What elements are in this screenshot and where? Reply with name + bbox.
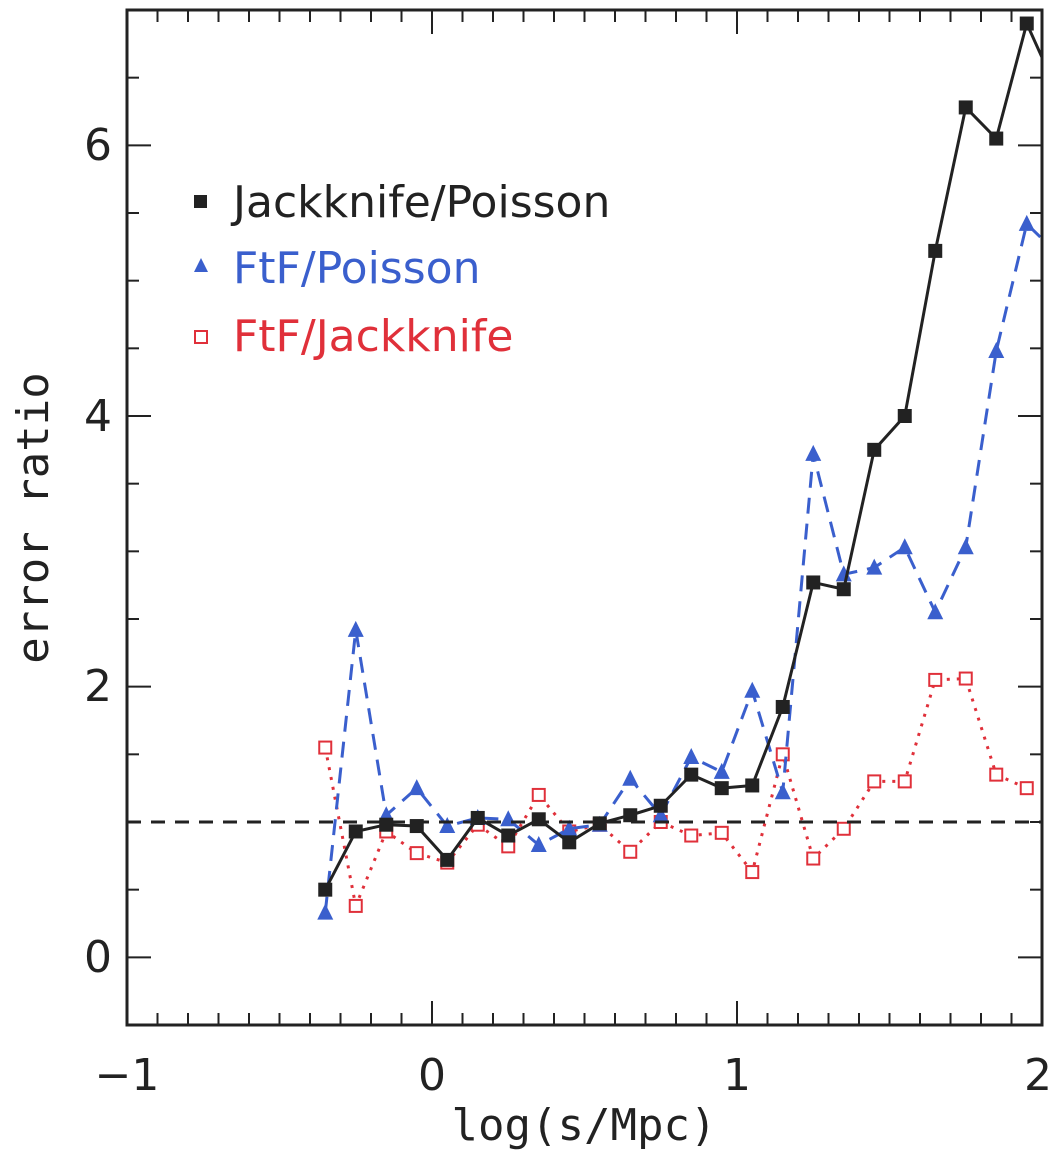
data-point xyxy=(683,748,700,765)
data-point xyxy=(867,442,882,457)
y-tick-label: 0 xyxy=(84,932,112,983)
data-point xyxy=(774,783,791,800)
data-point xyxy=(713,762,730,779)
data-point xyxy=(927,603,944,620)
legend-item-ftf-jackknife: FtF/Jackknife xyxy=(194,311,513,362)
plot-frame xyxy=(125,8,1044,1027)
data-point xyxy=(684,828,699,843)
data-point xyxy=(440,852,455,867)
data-point xyxy=(684,767,699,782)
data-point xyxy=(745,865,760,880)
data-point xyxy=(989,767,1004,782)
data-point xyxy=(806,575,821,590)
data-point xyxy=(1050,84,1060,98)
data-point xyxy=(623,808,638,823)
data-point xyxy=(317,903,334,920)
data-point xyxy=(561,819,578,836)
series-layer xyxy=(317,16,1060,920)
data-point xyxy=(652,806,669,823)
data-point xyxy=(744,681,761,698)
series-jackknife-poisson xyxy=(318,16,1060,897)
series-line xyxy=(323,677,1028,908)
data-point xyxy=(653,798,668,813)
data-point xyxy=(318,740,333,755)
data-point xyxy=(439,817,456,834)
data-point xyxy=(379,817,394,832)
data-point xyxy=(745,778,760,793)
series-ftf-poisson xyxy=(317,214,1060,920)
data-point xyxy=(928,672,943,687)
legend-marker-filled-square xyxy=(194,195,207,208)
x-tick-label: 0 xyxy=(418,1050,446,1101)
data-point xyxy=(500,810,517,827)
x-tick-label: 1 xyxy=(723,1050,751,1101)
legend-label: Jackknife/Poisson xyxy=(230,177,610,228)
data-point xyxy=(896,538,913,555)
x-axis-title: log(s/Mpc) xyxy=(452,1100,717,1151)
y-tick-label: 6 xyxy=(84,120,112,171)
data-point xyxy=(897,774,912,789)
data-point xyxy=(958,100,973,115)
legend-label: FtF/Jackknife xyxy=(233,311,513,362)
x-tick-labels: −1 0 1 2 xyxy=(95,1050,1052,1101)
data-point xyxy=(530,836,547,853)
data-point xyxy=(836,582,851,597)
data-point xyxy=(867,774,882,789)
data-point xyxy=(318,882,333,897)
data-point xyxy=(957,538,974,555)
data-point xyxy=(1019,16,1034,31)
legend: Jackknife/Poisson FtF/Poisson FtF/Jackkn… xyxy=(194,177,610,362)
data-point xyxy=(1018,214,1035,231)
y-tick-labels: 0 2 4 6 xyxy=(84,120,112,983)
data-point xyxy=(562,835,577,850)
data-point xyxy=(347,620,364,637)
data-point xyxy=(531,787,546,802)
y-tick-label: 2 xyxy=(84,661,112,712)
data-point xyxy=(622,769,639,786)
y-tick-label: 4 xyxy=(84,391,112,442)
data-point xyxy=(958,671,973,686)
y-axis-title: error ratio xyxy=(8,372,59,663)
data-point xyxy=(836,821,851,836)
tick-marks xyxy=(126,10,1043,1025)
data-point xyxy=(928,243,943,258)
data-point xyxy=(531,812,546,827)
legend-item-ftf-poisson: FtF/Poisson xyxy=(194,243,480,294)
x-tick-label: 2 xyxy=(1024,1050,1052,1101)
data-point xyxy=(1049,245,1060,261)
data-point xyxy=(714,781,729,796)
legend-label: FtF/Poisson xyxy=(233,243,480,294)
data-point xyxy=(866,558,883,575)
data-point xyxy=(623,844,638,859)
data-point xyxy=(501,828,516,843)
data-point xyxy=(592,816,607,831)
legend-marker-filled-triangle xyxy=(194,258,208,272)
data-point xyxy=(806,851,821,866)
data-point xyxy=(775,699,790,714)
data-point xyxy=(409,846,424,861)
x-tick-label: −1 xyxy=(95,1050,160,1101)
data-point xyxy=(348,824,363,839)
data-point xyxy=(714,825,729,840)
data-point xyxy=(897,409,912,423)
legend-item-jackknife-poisson: Jackknife/Poisson xyxy=(194,177,610,228)
data-point xyxy=(348,898,363,913)
legend-marker-open-square xyxy=(194,330,208,344)
data-point xyxy=(989,131,1004,146)
data-point xyxy=(988,342,1005,359)
data-point xyxy=(408,779,425,796)
data-point xyxy=(805,444,822,461)
data-point xyxy=(1019,781,1034,796)
